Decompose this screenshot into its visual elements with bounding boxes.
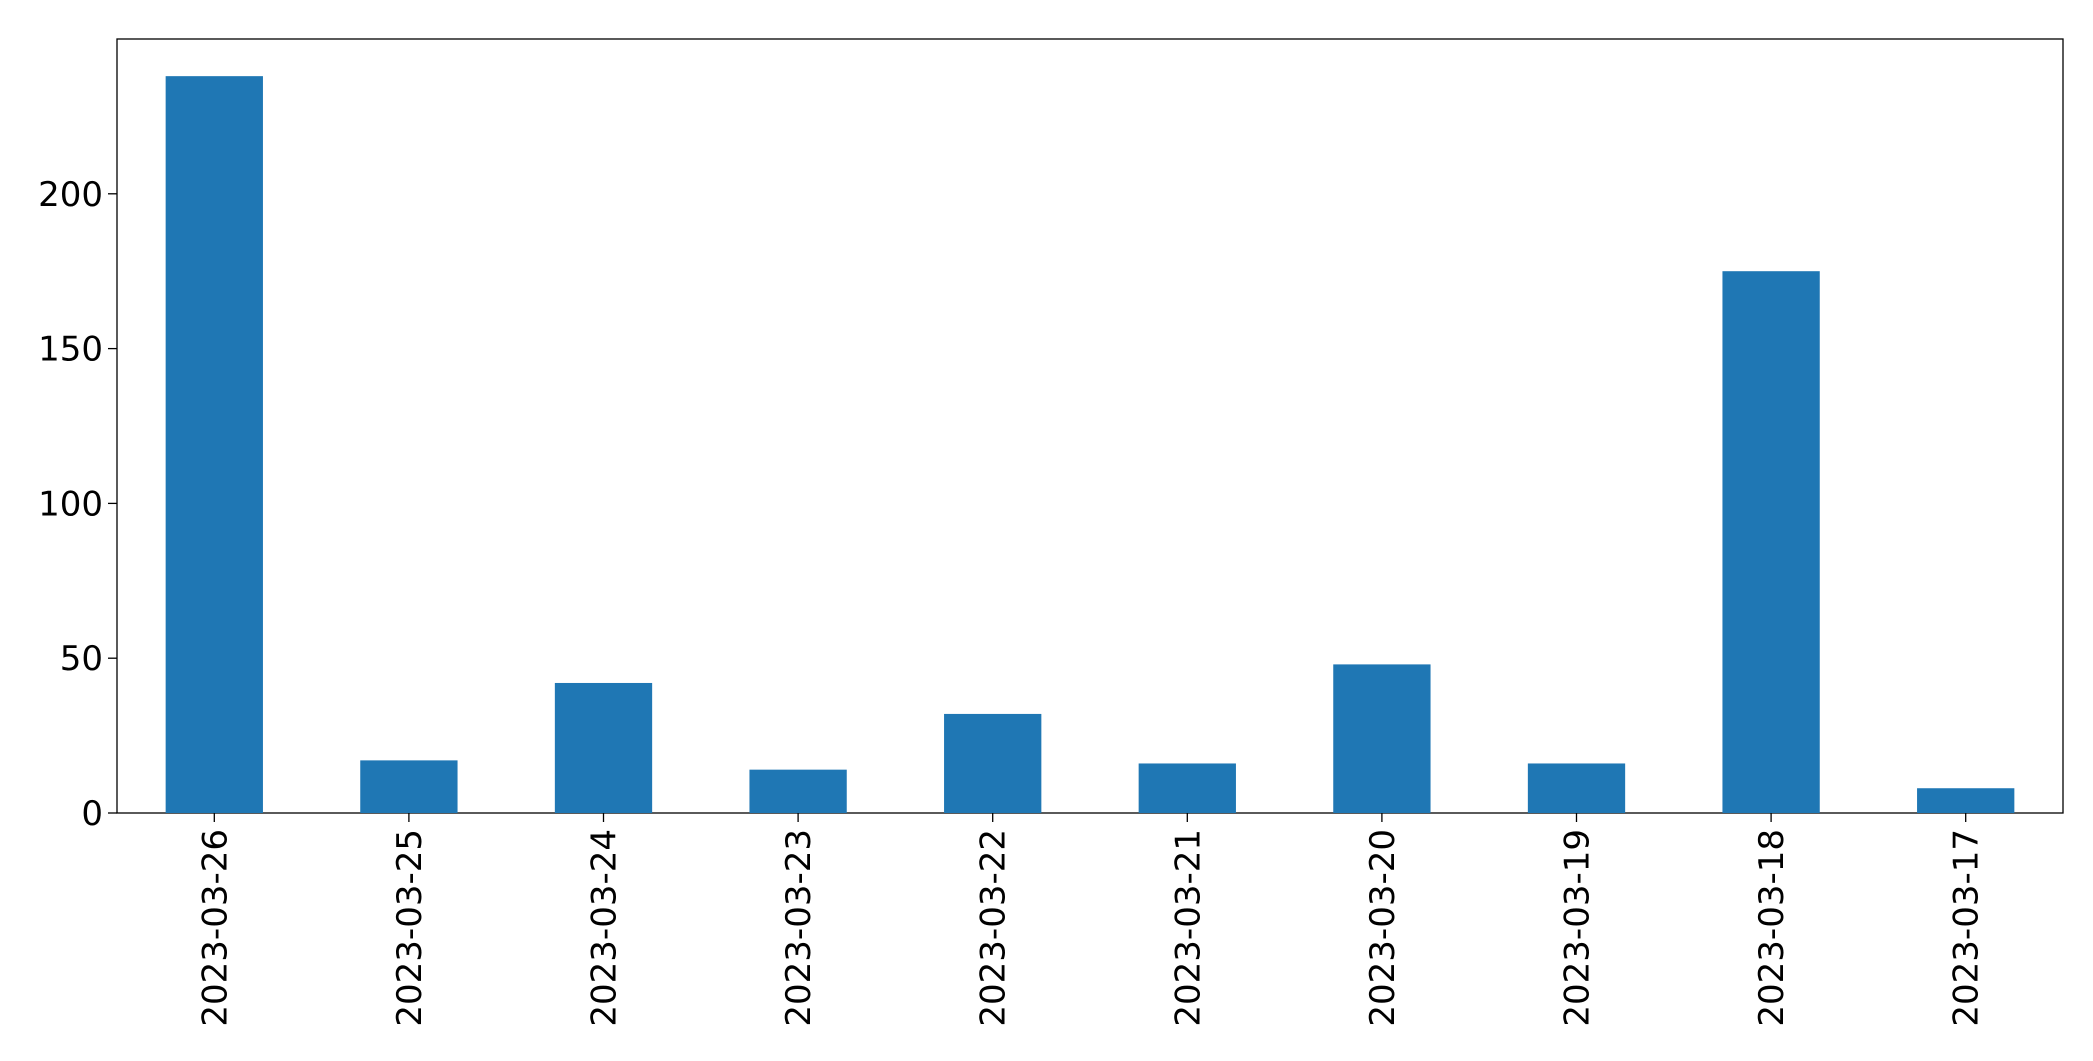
bar (360, 760, 458, 813)
bar (1722, 271, 1820, 813)
x-tick-label: 2023-03-26 (195, 829, 235, 1027)
x-tick-label: 2023-03-19 (1558, 829, 1598, 1027)
y-tick-label: 150 (38, 330, 103, 370)
bar (1333, 664, 1431, 813)
bar (554, 682, 653, 813)
bar (944, 713, 1042, 813)
x-tick-label: 2023-03-17 (1947, 829, 1987, 1027)
y-tick-label: 0 (81, 794, 103, 834)
x-tick-label: 2023-03-21 (1168, 829, 1208, 1027)
bar (749, 769, 847, 813)
y-tick-label: 50 (60, 639, 103, 679)
bar (1527, 763, 1626, 813)
x-tick-label: 2023-03-25 (390, 829, 430, 1027)
bar (165, 76, 263, 814)
y-tick-label: 100 (38, 484, 103, 524)
x-tick-label: 2023-03-23 (779, 829, 819, 1027)
bar (1138, 763, 1236, 813)
plot-frame (116, 38, 2064, 814)
y-tick-label: 200 (38, 175, 103, 215)
x-tick-label: 2023-03-22 (974, 829, 1014, 1027)
x-tick-label: 2023-03-18 (1752, 829, 1792, 1027)
x-tick-label: 2023-03-24 (585, 829, 625, 1027)
bar (1917, 788, 2015, 813)
x-tick-label: 2023-03-20 (1363, 829, 1403, 1027)
